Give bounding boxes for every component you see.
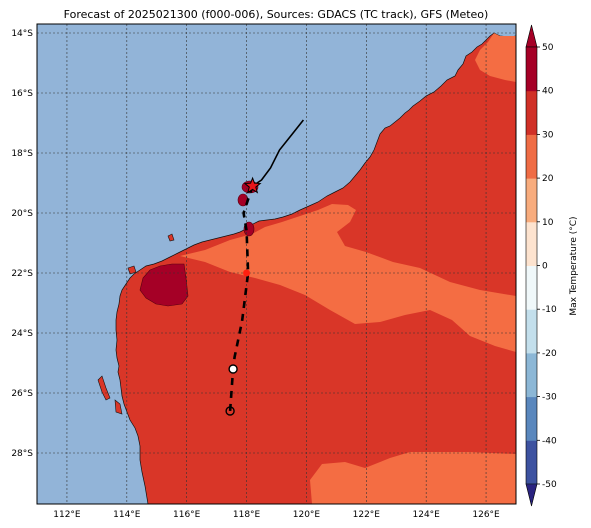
colorbar-extend-bottom xyxy=(525,483,538,507)
longitude-ticks: 112°E 114°E 116°E 118°E 120°E 122°E 124°E 126°E xyxy=(53,510,500,520)
colorbar-tick-label: -50 xyxy=(542,480,557,490)
lat-tick-label: 20°S xyxy=(11,209,33,219)
latitude-ticks: 14°S 16°S 18°S 20°S 22°S 24°S 26°S 28°S xyxy=(11,29,33,459)
colorbar-segment xyxy=(526,440,537,485)
current-position-star xyxy=(243,176,262,194)
graticule xyxy=(37,24,516,504)
colorbar-tick-label: -30 xyxy=(542,393,557,403)
colorbar-segment xyxy=(526,309,537,354)
lon-tick-label: 116°E xyxy=(173,510,201,520)
lat-tick-label: 16°S xyxy=(11,89,33,99)
colorbar-segment xyxy=(526,90,537,135)
forecast-point xyxy=(225,406,235,416)
land-zone-20-30-central xyxy=(180,204,516,352)
map-frame xyxy=(36,23,517,505)
coastline-details xyxy=(97,233,175,415)
forecast-points xyxy=(225,269,251,416)
lat-tick-label: 24°S xyxy=(11,329,33,339)
colorbar-tick-label: 20 xyxy=(542,174,554,184)
land-zone-20-30-northeast xyxy=(475,33,516,82)
tc-track-past xyxy=(252,119,305,187)
colorbar-tick-label: 30 xyxy=(542,130,554,140)
lat-tick-label: 14°S xyxy=(11,29,33,39)
land-zone-20-30-south xyxy=(310,452,516,504)
lon-tick-label: 126°E xyxy=(472,510,500,520)
colorbar-segment xyxy=(526,134,537,179)
forecast-point xyxy=(243,269,251,277)
colorbar-tick-label: 0 xyxy=(542,262,548,272)
colorbar-segment xyxy=(526,221,537,266)
colorbar-label: Max Temperature (°C) xyxy=(569,216,579,315)
forecast-point xyxy=(228,364,238,374)
colorbar-tick-label: 40 xyxy=(542,87,554,97)
lat-tick-label: 28°S xyxy=(11,449,33,459)
lon-tick-label: 114°E xyxy=(113,510,141,520)
lon-tick-label: 122°E xyxy=(353,510,381,520)
map-area xyxy=(37,24,516,504)
lon-tick-label: 124°E xyxy=(413,510,441,520)
colorbar-tick-label: -40 xyxy=(542,436,557,446)
lon-tick-label: 118°E xyxy=(233,510,261,520)
colorbar-tick-label: 50 xyxy=(542,43,554,53)
colorbar-segment xyxy=(526,352,537,398)
land-zone-40-50 xyxy=(139,263,189,307)
colorbar: 50 40 30 20 10 0 -10 -20 -30 -40 -50 xyxy=(525,24,557,507)
colorbar-segment xyxy=(526,178,537,223)
lat-tick-label: 22°S xyxy=(11,269,33,279)
colorbar-segment xyxy=(526,265,537,310)
colorbar-tick-label: -10 xyxy=(542,305,557,315)
colorbar-tick-label: -20 xyxy=(542,349,557,359)
colorbar-segment xyxy=(526,47,537,92)
colorbar-extend-top xyxy=(525,24,538,48)
map-title: Forecast of 2025021300 (f000-006), Sourc… xyxy=(64,8,489,21)
colorbar-segment xyxy=(526,396,537,441)
lon-tick-label: 112°E xyxy=(53,510,81,520)
land-temperature-fill xyxy=(115,32,516,504)
lat-tick-label: 18°S xyxy=(11,149,33,159)
lon-tick-label: 120°E xyxy=(293,510,321,520)
colorbar-tick-label: 10 xyxy=(542,218,554,228)
lat-tick-label: 26°S xyxy=(11,389,33,399)
